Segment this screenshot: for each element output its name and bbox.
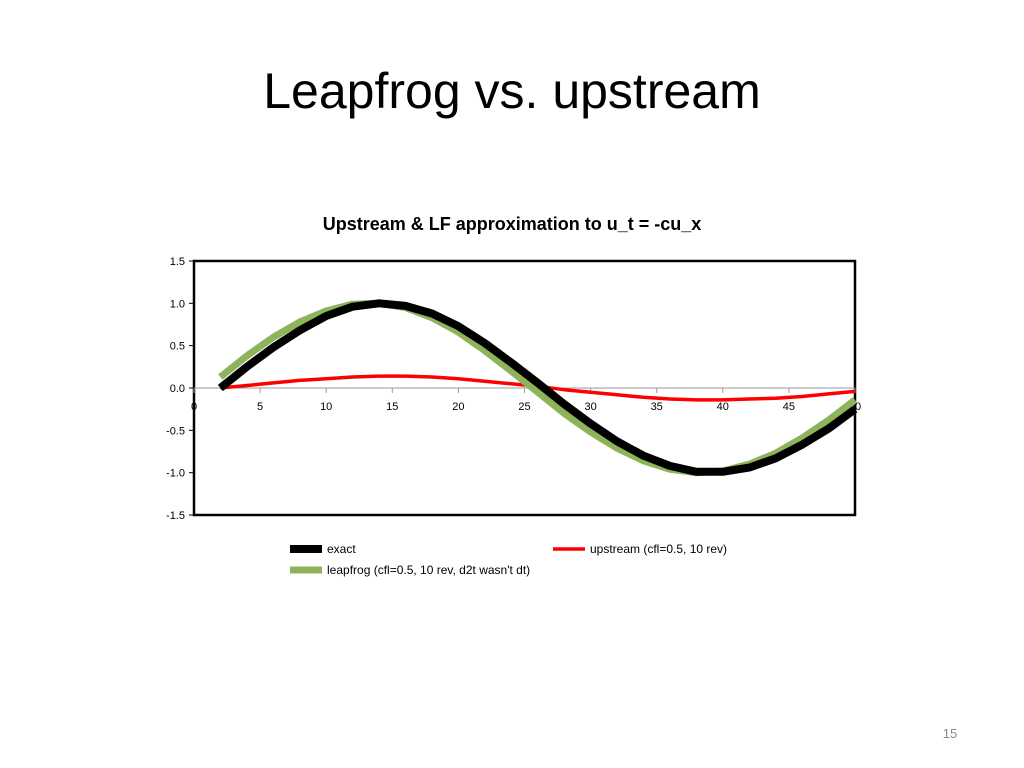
axes: 1.5 1.0 0.5 0.0 -0.5 -1.0 -1.5 0 5 10 15 20 25 30 35 40… <box>166 256 861 522</box>
x-tick-label: 20 <box>452 401 464 413</box>
x-tick-label: 40 <box>717 401 729 413</box>
y-tick-label: 0.5 <box>170 341 185 353</box>
y-tick-label: 1.5 <box>170 256 185 268</box>
y-tick-label: -0.5 <box>166 425 185 437</box>
page-number: 15 <box>942 726 958 741</box>
legend-label: leapfrog (cfl=0.5, 10 rev, d2t wasn't dt… <box>327 563 530 577</box>
slide-title: Leapfrog vs. upstream <box>263 63 761 119</box>
x-tick-label: 5 <box>257 401 263 413</box>
legend-label: exact <box>327 542 356 556</box>
x-tick-label: 10 <box>320 401 332 413</box>
x-tick-label: 15 <box>386 401 398 413</box>
y-tick-label: 1.0 <box>170 298 185 310</box>
x-tick-label: 45 <box>783 401 795 413</box>
legend: exact upstream (cfl=0.5, 10 rev) leapfrog … <box>290 542 727 577</box>
y-tick-label: 0.0 <box>170 383 185 395</box>
y-tick-label: -1.0 <box>166 468 185 480</box>
series-group <box>217 299 858 477</box>
series-line-0 <box>217 299 858 476</box>
legend-label: upstream (cfl=0.5, 10 rev) <box>590 542 727 556</box>
y-tick-label: -1.5 <box>166 510 185 522</box>
x-tick-label: 35 <box>651 401 663 413</box>
x-tick-label: 25 <box>518 401 530 413</box>
x-tick-label: 0 <box>191 401 197 413</box>
x-tick-label: 30 <box>584 401 596 413</box>
chart-title: Upstream & LF approximation to u_t = -cu… <box>323 214 702 234</box>
